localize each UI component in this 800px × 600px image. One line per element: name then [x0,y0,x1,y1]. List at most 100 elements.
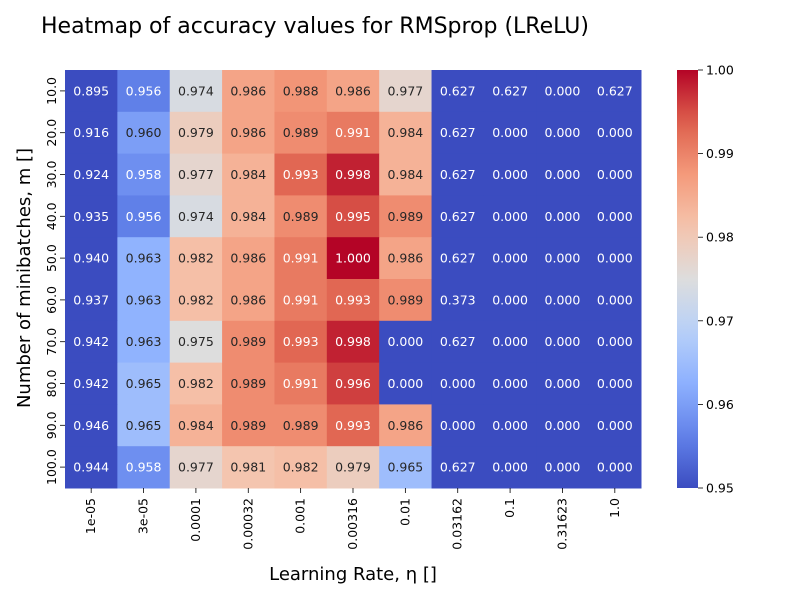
heatmap-cell [169,70,223,113]
cell-value-label: 0.937 [73,292,109,307]
heatmap-cell [379,320,433,364]
heatmap-cell [65,446,118,489]
cell-value-label: 0.984 [178,418,214,433]
cell-value-label: 0.963 [126,334,162,349]
heatmap-cell [117,153,171,196]
heatmap-cell [588,195,642,238]
y-tick-label: 90.0 [44,411,59,439]
cell-value-label: 0.986 [387,418,423,433]
heatmap-cell [326,362,380,405]
cell-value-label: 0.000 [387,334,423,349]
heatmap-cell [379,279,433,322]
heatmap-cell [169,111,223,155]
heatmap-cell [483,320,537,364]
cell-value-label: 0.000 [597,292,633,307]
cell-value-label: 0.000 [492,125,528,140]
heatmap-cell [483,111,537,155]
heatmap-cell [169,153,223,196]
heatmap-cell [536,446,590,489]
cell-value-label: 0.977 [387,83,423,98]
cell-value-label: 0.982 [178,376,214,391]
colorbar-tick-label: 0.99 [706,146,734,161]
heatmap-cell [379,195,433,238]
heatmap-cell [379,237,433,280]
cell-value-label: 1.000 [335,251,371,266]
cell-value-label: 0.627 [440,125,476,140]
y-tick-label: 50.0 [44,244,59,272]
cell-value-label: 0.000 [492,209,528,224]
cell-value-label: 0.996 [335,376,371,391]
y-tick-label: 80.0 [44,370,59,398]
cell-value-label: 0.979 [335,460,371,475]
cell-value-label: 0.984 [387,125,423,140]
cell-value-label: 0.975 [178,334,214,349]
cell-value-label: 0.942 [73,376,109,391]
heatmap-cell [65,111,118,155]
cell-value-label: 0.000 [492,292,528,307]
cell-value-label: 0.993 [283,334,319,349]
heatmap-cell [536,279,590,322]
heatmap-cell [536,195,590,238]
heatmap-cell [65,362,118,405]
cell-value-label: 0.989 [230,334,266,349]
y-tick-label: 10.0 [44,77,59,105]
cell-value-label: 0.986 [230,83,266,98]
colorbar-tick-label: 0.98 [706,230,734,245]
heatmap-cell [169,279,223,322]
heatmap-cell [169,237,223,280]
cell-value-label: 0.998 [335,334,371,349]
heatmap-cell [65,320,118,364]
x-tick-label: 1e-05 [83,498,98,534]
cell-value-label: 0.956 [126,83,162,98]
heatmap-cell [536,320,590,364]
cell-value-label: 0.000 [492,251,528,266]
cell-value-label: 0.000 [492,418,528,433]
cell-value-label: 0.979 [178,125,214,140]
heatmap-cell [222,111,275,155]
cell-value-label: 0.984 [230,209,266,224]
x-tick-label: 3e-05 [136,498,151,534]
heatmap-cell [65,279,118,322]
heatmap-cell [117,404,171,447]
cell-value-label: 0.000 [440,376,476,391]
y-tick-label: 20.0 [44,119,59,147]
heatmap-cell [483,279,537,322]
colorbar-tick-label: 0.95 [706,481,734,496]
cell-value-label: 0.986 [230,251,266,266]
cell-value-label: 0.627 [492,83,528,98]
heatmap-cell [274,320,328,364]
cell-value-label: 0.000 [597,251,633,266]
x-tick-label: 0.001 [293,498,308,534]
cell-value-label: 0.000 [440,418,476,433]
heatmap-cell [588,320,642,364]
x-tick-label: 0.31623 [554,498,569,550]
cell-value-label: 0.000 [545,376,581,391]
y-tick-label: 70.0 [44,328,59,356]
cell-value-label: 0.991 [283,292,319,307]
cell-value-label: 0.000 [492,334,528,349]
cell-value-label: 0.989 [230,418,266,433]
cell-value-label: 0.986 [230,125,266,140]
heatmap-cell [222,70,275,113]
cell-value-label: 0.958 [126,167,162,182]
cell-value-label: 0.627 [440,209,476,224]
heatmap-cell [169,320,223,364]
heatmap-cell [588,279,642,322]
cell-value-label: 0.995 [335,209,371,224]
heatmap-cell [536,111,590,155]
cell-value-label: 0.974 [178,83,214,98]
heatmap-cell [274,111,328,155]
cell-value-label: 0.956 [126,209,162,224]
cell-value-label: 0.960 [126,125,162,140]
y-tick-label: 40.0 [44,202,59,230]
heatmap-cell [222,362,275,405]
colorbar [677,70,698,488]
heatmap-cell [222,320,275,364]
cell-value-label: 0.627 [440,167,476,182]
cell-value-label: 0.944 [73,460,109,475]
cell-value-label: 0.916 [73,125,109,140]
heatmap-cell [117,279,171,322]
y-tick-label: 100.0 [44,449,59,485]
heatmap-cell [222,404,275,447]
cell-value-label: 0.989 [387,292,423,307]
